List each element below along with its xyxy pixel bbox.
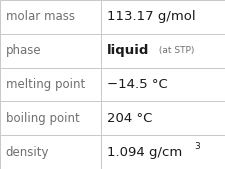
Text: (at STP): (at STP): [155, 46, 194, 55]
Text: 1.094 g/cm: 1.094 g/cm: [107, 146, 182, 159]
Text: molar mass: molar mass: [6, 10, 74, 23]
Text: phase: phase: [6, 44, 41, 57]
Text: density: density: [6, 146, 49, 159]
Text: boiling point: boiling point: [6, 112, 79, 125]
Text: 3: 3: [194, 141, 199, 151]
Text: melting point: melting point: [6, 78, 85, 91]
Text: 204 °C: 204 °C: [107, 112, 152, 125]
Text: 113.17 g/mol: 113.17 g/mol: [107, 10, 195, 23]
Text: liquid: liquid: [107, 44, 149, 57]
Text: −14.5 °C: −14.5 °C: [107, 78, 167, 91]
